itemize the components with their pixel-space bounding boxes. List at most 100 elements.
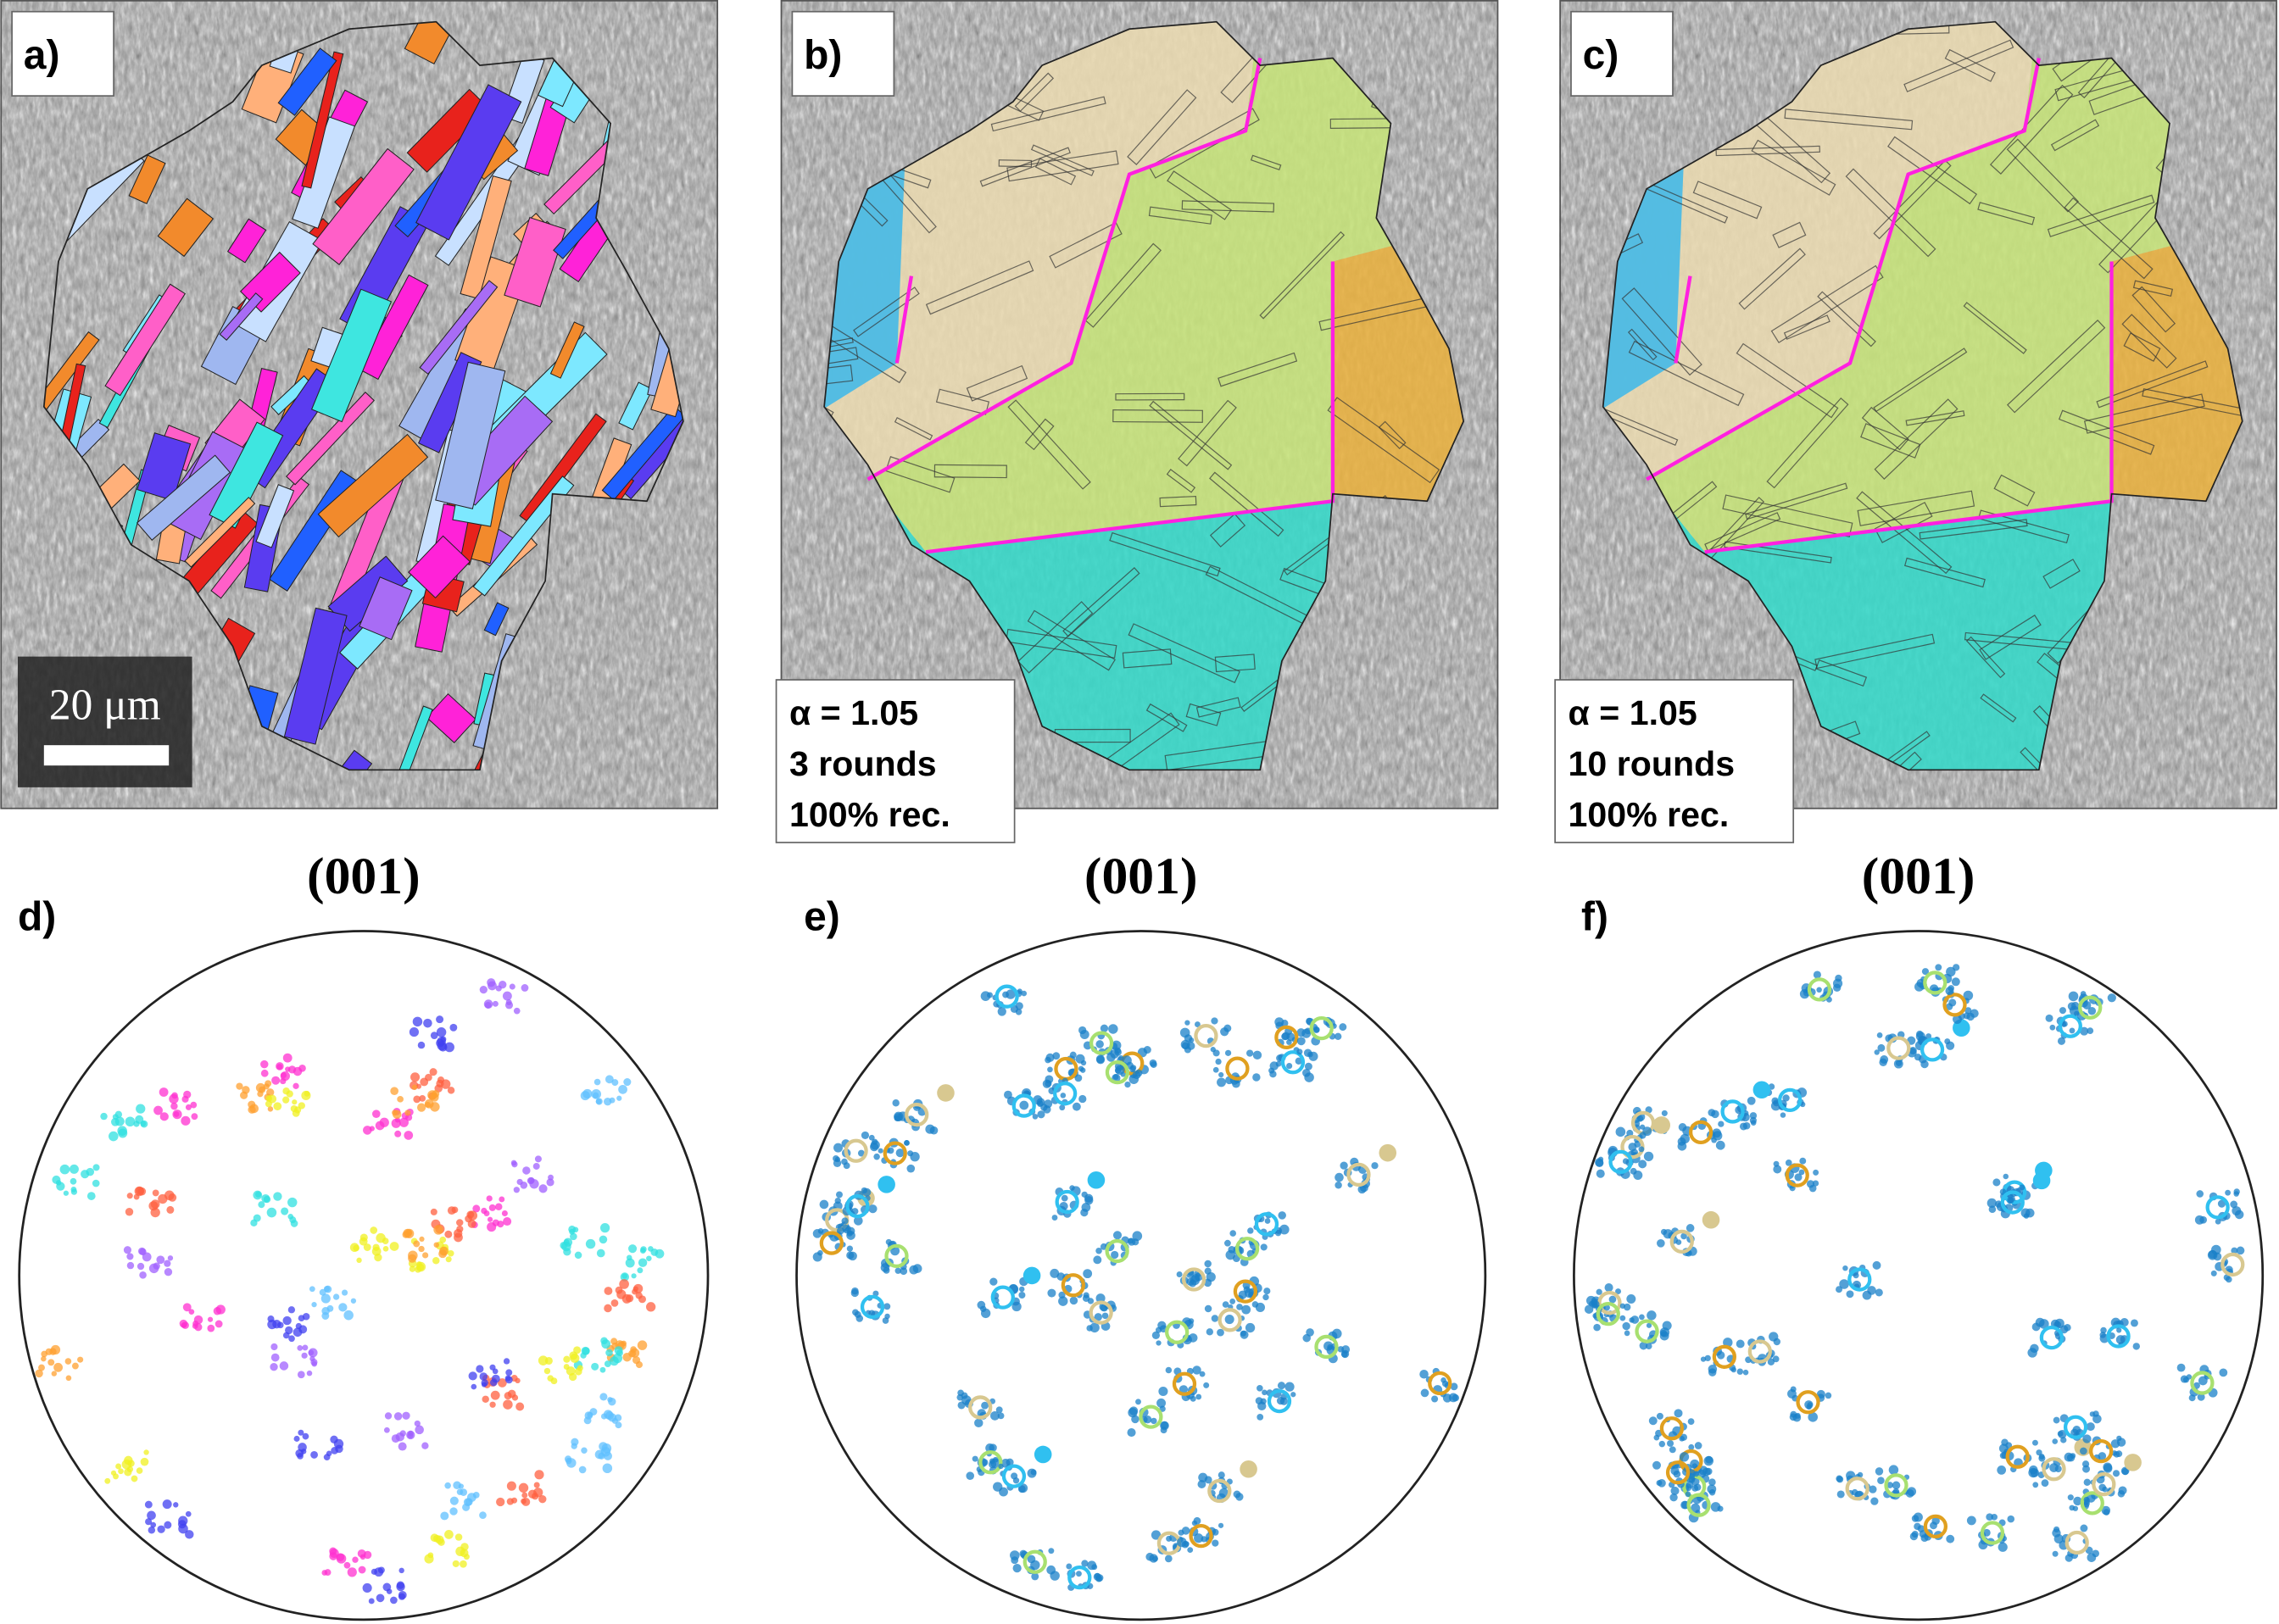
pole-point (1951, 977, 1960, 987)
pole-point (2005, 1442, 2013, 1449)
pole-point (2130, 1319, 2138, 1327)
pole-point (1047, 1288, 1056, 1298)
child-grain (894, 417, 933, 441)
pole-point (1080, 1059, 1087, 1066)
reconstructed-pole (1254, 1212, 1279, 1237)
reconstructed-pole (1847, 1267, 1872, 1292)
pole-point (1106, 1053, 1116, 1062)
pole-point (1086, 1325, 1093, 1332)
pole-point (148, 1263, 159, 1274)
pole-point (488, 1204, 496, 1211)
pole-point (1603, 1304, 1610, 1311)
pole-point (1186, 1042, 1195, 1050)
child-grain (1738, 247, 1806, 310)
pole-point (436, 1015, 444, 1024)
pole-point (114, 1110, 123, 1119)
pole-point (429, 1068, 437, 1076)
pole-point (817, 1228, 824, 1234)
pole-point (282, 1096, 290, 1104)
child-grain (1017, 601, 1094, 674)
child-grain (1979, 615, 2042, 660)
pole-point (358, 1566, 366, 1574)
pole-point (384, 1412, 393, 1420)
pole-point (1108, 1024, 1118, 1034)
pole-point (1255, 1397, 1263, 1404)
pole-point (382, 1245, 389, 1252)
child-grain (935, 388, 990, 415)
pole-point (580, 1091, 590, 1101)
pole-point (534, 1470, 544, 1480)
pole-point (513, 1187, 520, 1193)
pole-point (118, 1468, 124, 1475)
pole-point (1184, 1020, 1190, 1026)
child-grain (1903, 39, 2014, 92)
pole-point (1112, 1231, 1123, 1240)
pole-point (2049, 1024, 2056, 1031)
pole-point (1638, 1146, 1645, 1153)
panel-label: b) (804, 33, 842, 78)
pole-point (1218, 1471, 1225, 1479)
pole-point (615, 1421, 622, 1429)
pole-point (1736, 1368, 1744, 1375)
pole-point (1191, 1520, 1198, 1527)
pole-point (1767, 1358, 1775, 1365)
reconstructed-pole (1011, 1093, 1036, 1118)
reconstructed-pole (2005, 1444, 2030, 1469)
pole-point (70, 1188, 78, 1195)
pole-point (1707, 1484, 1717, 1494)
pole-point (1224, 1315, 1234, 1325)
pole-point (371, 1568, 377, 1575)
pole-point (1816, 987, 1822, 993)
pole-point (599, 1393, 608, 1401)
pole-point (2003, 1173, 2009, 1180)
pole-point (419, 1094, 426, 1102)
pole-point (433, 1242, 440, 1248)
parent-pole (1379, 1143, 1397, 1162)
pole-point (2052, 1550, 2059, 1557)
pole-figure-boundary (18, 930, 710, 1621)
pole-point (1006, 1458, 1014, 1466)
pole-point (1742, 1369, 1749, 1376)
pole-point (1669, 1446, 1676, 1454)
pole-point (1687, 1418, 1695, 1426)
reconstructed-pole (1089, 1031, 1114, 1055)
grain-outline (823, 20, 1465, 771)
pole-point (293, 1435, 300, 1442)
pole-point (1799, 1157, 1807, 1165)
pole-point (637, 1267, 644, 1274)
pole-point (433, 1534, 441, 1543)
pole-point (1907, 1487, 1917, 1497)
pole-point (570, 1353, 580, 1363)
pole-point (582, 1347, 590, 1355)
pole-point (286, 1090, 293, 1098)
pole-point (104, 1477, 111, 1484)
pole-point (1158, 1386, 1168, 1397)
pole-point (1143, 1046, 1151, 1054)
pole-point (880, 1263, 890, 1272)
grain (549, 321, 585, 379)
pole-point (1931, 1516, 1940, 1526)
pole-point (2019, 1184, 2025, 1191)
parent-pole (937, 1084, 955, 1102)
pole-point (153, 1105, 163, 1115)
pole-point (611, 1417, 618, 1424)
pole-point (605, 1349, 613, 1357)
pole-point (162, 1499, 172, 1510)
pole-point (1164, 1554, 1173, 1563)
pole-point (1264, 1218, 1271, 1224)
pole-point (308, 1349, 315, 1356)
pole-point (371, 1246, 382, 1256)
child-grain (1815, 659, 1868, 687)
pole-point (980, 1459, 989, 1466)
pole-point (1019, 1100, 1029, 1110)
grain (398, 705, 433, 770)
pole-point (638, 1258, 648, 1267)
pole-point (1596, 1169, 1605, 1178)
pole-point (1685, 1491, 1691, 1498)
pole-figure: (001) d) (18, 848, 710, 1621)
pole-point (581, 1447, 588, 1454)
reconstructed-pole (1807, 977, 1832, 1002)
pole-point (2103, 1462, 2113, 1472)
child-grain (1704, 512, 1781, 552)
pole-point (281, 1207, 289, 1215)
